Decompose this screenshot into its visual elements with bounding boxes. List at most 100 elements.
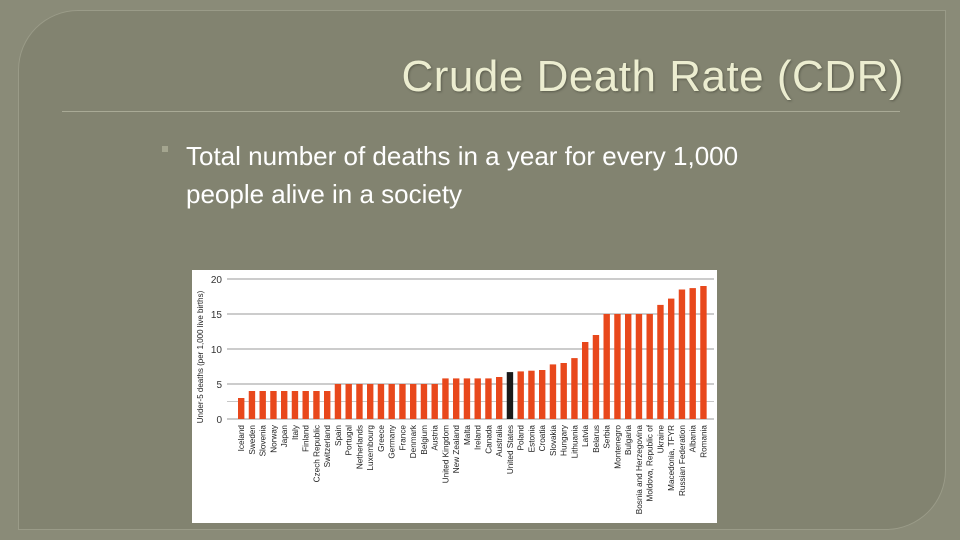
x-label-montenegro: Montenegro: [613, 425, 622, 469]
bar-netherlands: [356, 384, 363, 419]
x-label-estonia: Estonia: [527, 425, 536, 453]
bar-austria: [431, 384, 438, 419]
x-label-japan: Japan: [280, 425, 289, 448]
x-label-poland: Poland: [517, 425, 526, 451]
y-tick-label-10: 10: [211, 345, 223, 356]
x-label-portugal: Portugal: [345, 425, 354, 456]
chart-bars: [238, 286, 707, 419]
bar-iceland: [238, 398, 245, 419]
chart-panel: 0 5 10 15 20 Iceland Sweden Slovenia Norway Japa…: [192, 270, 717, 523]
x-label-latvia: Latvia: [581, 425, 590, 447]
x-label-austria: Austria: [431, 425, 440, 451]
title-divider: [62, 111, 900, 112]
bar-switzerland: [324, 391, 331, 419]
bar-finland: [302, 391, 309, 419]
bullet-marker: [162, 146, 168, 152]
bar-japan: [281, 391, 288, 419]
chart-y-axis-label: Under-5 deaths (per 1,000 live births): [196, 290, 205, 423]
bar-romania: [700, 286, 707, 419]
x-label-malta: Malta: [463, 425, 472, 445]
bar-albania: [689, 288, 696, 419]
bar-slovenia: [259, 391, 266, 419]
bar-malta: [463, 378, 471, 419]
x-label-france: France: [398, 425, 407, 451]
y-tick-label-15: 15: [211, 310, 223, 321]
bar-serbia: [603, 314, 610, 419]
x-label-canada: Canada: [484, 425, 493, 454]
bar-bulgaria: [625, 314, 632, 419]
bar-macedonia-tfyr: [668, 298, 675, 419]
bar-germany: [388, 384, 395, 419]
bar-belarus: [592, 335, 600, 419]
bar-bosnia-and-herzegovina: [635, 314, 643, 419]
x-label-slovenia: Slovenia: [259, 425, 268, 457]
x-label-croatia: Croatia: [538, 425, 547, 452]
x-label-spain: Spain: [334, 425, 343, 446]
x-label-netherlands: Netherlands: [355, 425, 364, 469]
x-label-serbia: Serbia: [603, 425, 612, 449]
bar-hungary: [560, 363, 567, 419]
bar-montenegro: [614, 314, 621, 419]
x-label-switzerland: Switzerland: [323, 425, 332, 468]
body-text: Total number of deaths in a year for eve…: [186, 141, 739, 209]
cdr-bar-chart: 0 5 10 15 20 Iceland Sweden Slovenia Norway Japa…: [196, 275, 714, 514]
bar-spain: [334, 384, 342, 419]
bar-ukraine: [657, 304, 664, 419]
x-label-hungary: Hungary: [560, 424, 569, 456]
x-label-greece: Greece: [377, 425, 386, 452]
bar-italy: [291, 391, 299, 419]
x-label-luxembourg: Luxembourg: [366, 425, 375, 471]
bar-luxembourg: [367, 384, 374, 419]
bar-denmark: [410, 384, 417, 419]
x-label-czech-republic: Czech Republic: [312, 425, 321, 482]
x-label-united-states: United States: [506, 425, 515, 474]
bar-sweden: [248, 391, 256, 419]
slide-title: Crude Death Rate (CDR): [401, 52, 904, 101]
bar-slovakia: [549, 364, 557, 419]
x-label-norway: Norway: [269, 424, 278, 453]
x-label-australia: Australia: [495, 425, 504, 457]
x-label-bulgaria: Bulgaria: [624, 425, 633, 455]
chart-y-ticks: 0 5 10 15 20: [211, 275, 223, 426]
x-label-romania: Romania: [699, 425, 708, 458]
bar-czech-republic: [313, 391, 320, 419]
bar-russian-federation: [678, 289, 686, 419]
x-label-iceland: Iceland: [237, 425, 246, 452]
bar-latvia: [582, 342, 589, 419]
bar-estonia: [528, 370, 535, 419]
x-label-moldova-republic-of: Moldova, Republic of: [646, 424, 655, 501]
x-label-sweden: Sweden: [248, 425, 257, 455]
bar-greece: [377, 384, 385, 419]
x-label-new-zealand: New Zealand: [452, 425, 461, 474]
x-label-bosnia-and-herzegovina: Bosnia and Herzegovina: [635, 425, 644, 515]
x-label-ukraine: Ukraine: [656, 425, 665, 454]
x-label-slovakia: Slovakia: [549, 425, 558, 456]
x-label-italy: Italy: [291, 424, 300, 440]
bar-norway: [270, 391, 277, 419]
bar-united-states: [506, 372, 514, 419]
bar-australia: [496, 377, 503, 419]
x-label-germany: Germany: [388, 424, 397, 459]
x-label-united-kingdom: United Kingdom: [441, 425, 450, 483]
bar-ireland: [474, 378, 481, 419]
bar-new-zealand: [453, 378, 460, 419]
x-label-albania: Albania: [689, 425, 698, 453]
x-label-denmark: Denmark: [409, 424, 418, 458]
x-label-lithuania: Lithuania: [570, 425, 579, 459]
y-tick-label-20: 20: [211, 275, 223, 286]
y-tick-label-0: 0: [216, 415, 222, 426]
x-label-russian-federation: Russian Federation: [678, 425, 687, 496]
y-tick-label-5: 5: [216, 380, 222, 391]
bar-france: [399, 384, 406, 419]
bar-croatia: [539, 370, 546, 419]
x-label-belarus: Belarus: [592, 425, 601, 453]
x-label-macedonia-tfyr: Macedonia, TFYR: [667, 425, 676, 491]
bar-canada: [485, 378, 492, 419]
x-label-belgium: Belgium: [420, 425, 429, 455]
bar-poland: [517, 371, 524, 419]
bar-united-kingdom: [442, 378, 449, 419]
chart-x-labels: Iceland Sweden Slovenia Norway Japan Italy Fin…: [237, 424, 708, 514]
bar-lithuania: [571, 358, 578, 419]
bar-moldova-republic-of: [646, 314, 653, 419]
bar-belgium: [420, 384, 428, 419]
